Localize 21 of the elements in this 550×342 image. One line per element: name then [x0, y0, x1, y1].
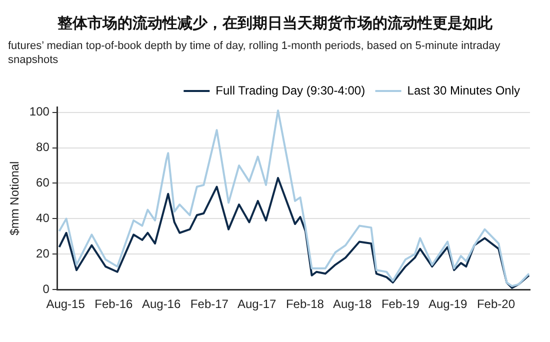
x-tick-label: Aug-19 — [428, 297, 468, 312]
chart-subtitle: futures’ median top-of-book depth by time of day, rolling 1-month periods, based on 5-minute intraday snapshots — [8, 39, 502, 67]
y-tick-label: 100 — [29, 104, 50, 119]
legend-label: Last 30 Minutes Only — [407, 83, 520, 98]
legend-label: Full Trading Day (9:30-4:00) — [216, 83, 366, 98]
y-tick-label: 80 — [36, 140, 50, 154]
x-tick-label: Aug-15 — [46, 297, 86, 312]
y-tick-label: 0 — [42, 282, 50, 296]
y-tick-label: 40 — [36, 211, 50, 225]
y-tick-label: 20 — [36, 246, 50, 260]
x-tick-label: Feb-20 — [476, 297, 516, 312]
x-tick-label: Feb-17 — [190, 297, 229, 312]
y-tick-label: 60 — [36, 176, 50, 190]
x-tick-label: Aug-18 — [332, 297, 372, 312]
y-axis-title: $mm Notional — [8, 161, 22, 236]
chart-title: 整体市场的流动性减少，在到期日当天期货市场的流动性更是如此 — [56, 14, 494, 33]
x-tick-label: Aug-17 — [237, 297, 276, 312]
x-tick-label: Aug-16 — [142, 297, 181, 312]
x-tick-label: Feb-16 — [94, 297, 134, 312]
x-tick-label: Feb-18 — [286, 297, 324, 312]
x-tick-label: Feb-19 — [381, 297, 420, 312]
